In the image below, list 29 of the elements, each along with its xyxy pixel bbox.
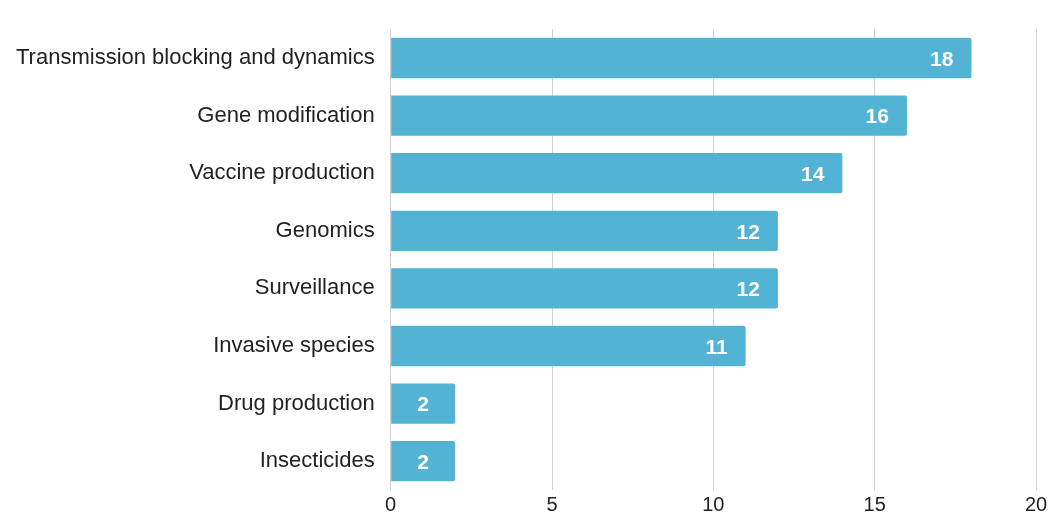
x-tick-label: 0 bbox=[385, 492, 397, 515]
bar bbox=[391, 325, 746, 367]
data-label: 11 bbox=[705, 334, 728, 358]
bar bbox=[391, 37, 972, 79]
x-tick-label: 5 bbox=[546, 492, 558, 515]
y-tick-label: Genomics bbox=[275, 216, 375, 242]
x-tick-label: 20 bbox=[1024, 492, 1048, 515]
data-label: 12 bbox=[736, 219, 760, 243]
bar bbox=[391, 383, 456, 424]
x-tick-label: 10 bbox=[702, 492, 725, 515]
y-tick-label: Drug production bbox=[218, 389, 375, 415]
data-label: 16 bbox=[865, 104, 889, 128]
y-tick-label: Gene modification bbox=[197, 101, 375, 127]
y-tick-label: Insecticides bbox=[259, 447, 375, 473]
data-label: 12 bbox=[736, 277, 760, 301]
y-tick-label: Transmission blocking and dynamics bbox=[16, 44, 375, 70]
bar bbox=[391, 95, 907, 136]
data-label: 18 bbox=[930, 46, 954, 70]
y-tick-label: Vaccine production bbox=[189, 159, 375, 185]
y-tick-label: Invasive species bbox=[213, 332, 375, 358]
data-label: 2 bbox=[417, 450, 430, 473]
data-label: 14 bbox=[801, 162, 825, 185]
bar bbox=[391, 210, 778, 251]
bar bbox=[391, 268, 778, 309]
y-tick-label: Surveillance bbox=[254, 274, 375, 300]
bar bbox=[391, 153, 843, 194]
data-label: 2 bbox=[417, 392, 430, 416]
bar bbox=[391, 441, 456, 482]
x-tick-label: 15 bbox=[863, 492, 886, 515]
